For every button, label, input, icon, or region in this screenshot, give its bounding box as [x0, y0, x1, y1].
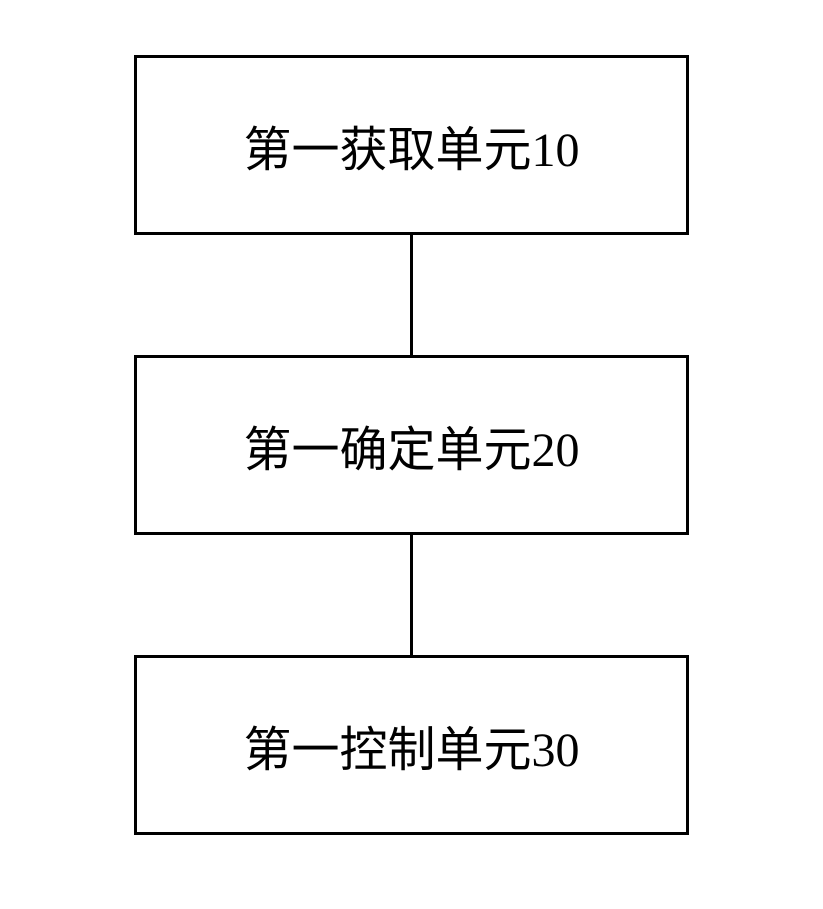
flowchart-node-2-label: 第一确定单元20: [243, 410, 579, 480]
flowchart-edge-2: [410, 535, 413, 655]
flowchart-node-3: 第一控制单元30: [134, 655, 689, 835]
flowchart-node-1: 第一获取单元10: [134, 55, 689, 235]
flowchart-node-1-label: 第一获取单元10: [243, 110, 579, 180]
flowchart-diagram: 第一获取单元10 第一确定单元20 第一控制单元30: [134, 55, 689, 835]
flowchart-edge-1: [410, 235, 413, 355]
flowchart-node-3-label: 第一控制单元30: [243, 710, 579, 780]
flowchart-node-2: 第一确定单元20: [134, 355, 689, 535]
